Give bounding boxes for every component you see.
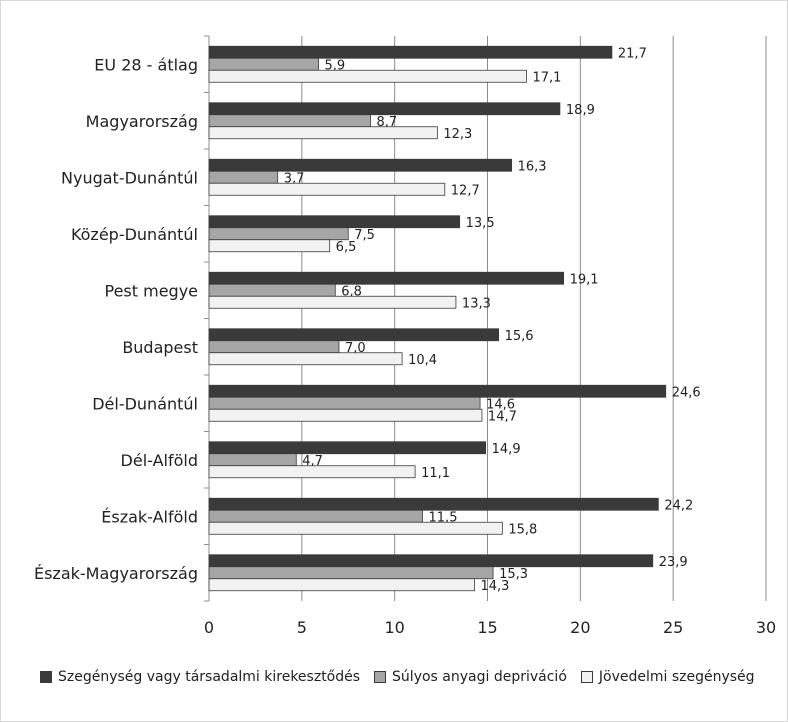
bar: [208, 182, 446, 196]
legend-swatch-1: [374, 671, 387, 683]
category-label: Dél-Alföld: [121, 451, 198, 470]
data-label: 17,1: [532, 70, 561, 85]
bar: [208, 295, 457, 309]
data-label: 14,7: [488, 409, 517, 424]
category-label: Nyugat-Dunántúl: [61, 168, 198, 187]
legend-label-0: Szegénység vagy társadalmi kirekesztődés: [58, 669, 361, 685]
data-label: 13,5: [466, 216, 495, 231]
bar: [208, 465, 416, 479]
data-label: 21,7: [618, 46, 647, 61]
x-tick-label: 5: [297, 618, 307, 637]
legend-swatch-2: [580, 671, 593, 683]
bar: [208, 453, 297, 467]
data-label: 15,8: [508, 522, 537, 537]
data-label: 23,9: [659, 555, 688, 570]
bar: [208, 158, 513, 172]
data-label: 6,5: [336, 240, 357, 255]
bar: [208, 170, 279, 184]
x-tick-label: 10: [384, 618, 404, 637]
data-label: 24,2: [664, 498, 693, 513]
legend: Szegénység vagy társadalmi kirekesztődés…: [40, 665, 780, 689]
data-label: 10,4: [408, 353, 437, 368]
data-label: 7,0: [345, 341, 366, 356]
category-label: Budapest: [122, 338, 198, 357]
legend-item-0: Szegénység vagy társadalmi kirekesztődés: [40, 669, 360, 685]
bar: [208, 69, 527, 83]
data-label: 3,7: [284, 171, 305, 186]
x-tick-label: 30: [756, 618, 776, 637]
x-tick-label: 15: [477, 618, 497, 637]
bar: [208, 271, 565, 285]
data-label: 12,3: [443, 127, 472, 142]
data-label: 14,3: [481, 579, 510, 594]
bar: [208, 126, 438, 140]
bar: [208, 283, 336, 297]
bar: [208, 554, 654, 568]
x-tick-label: 0: [204, 618, 214, 637]
bar: [208, 227, 349, 241]
data-label: 5,9: [325, 58, 346, 73]
data-label: 4,7: [302, 454, 323, 469]
category-label: Dél-Dunántúl: [92, 394, 198, 413]
legend-label-1: Súlyos anyagi depriváció: [392, 669, 567, 685]
data-label: 12,7: [451, 183, 480, 198]
legend-swatch-0: [40, 671, 52, 683]
bar: [208, 408, 483, 422]
bar: [208, 239, 331, 253]
data-label: 16,3: [518, 159, 547, 174]
x-tick-label: 20: [570, 618, 590, 637]
data-label: 18,9: [566, 103, 595, 118]
bar: [208, 396, 481, 410]
bar: [208, 340, 340, 354]
bar: [208, 578, 475, 592]
bar: [208, 45, 613, 59]
legend-label-2: Jövedelmi szegénység: [598, 669, 755, 685]
category-label: Magyarország: [86, 112, 198, 131]
legend-item-1: Súlyos anyagi depriváció: [374, 669, 567, 685]
data-label: 11,5: [429, 510, 458, 525]
bar: [208, 57, 319, 71]
bar: [208, 521, 503, 535]
bar: [208, 384, 667, 398]
bar: [208, 352, 403, 366]
bar: [208, 114, 371, 128]
category-label: Észak-Magyarország: [34, 564, 198, 583]
category-label: EU 28 - átlag: [94, 55, 198, 74]
data-label: 14,9: [492, 442, 521, 457]
data-label: 13,3: [462, 296, 491, 311]
data-label: 6,8: [341, 284, 362, 299]
x-tick-label: 25: [663, 618, 683, 637]
bar: [208, 441, 487, 455]
legend-item-2: Jövedelmi szegénység: [580, 669, 755, 685]
bar: [208, 102, 561, 116]
data-label: 24,6: [672, 385, 701, 400]
data-label: 8,7: [377, 115, 398, 130]
category-label: Közép-Dunántúl: [71, 225, 198, 244]
bar: [208, 497, 659, 511]
bar: [208, 566, 494, 580]
bar: [208, 509, 423, 523]
data-label: 19,1: [570, 272, 599, 287]
data-label: 15,3: [499, 567, 528, 582]
data-label: 15,6: [505, 329, 534, 344]
data-label: 11,1: [421, 466, 450, 481]
data-label: 14,6: [486, 397, 515, 412]
category-label: Pest megye: [104, 281, 198, 300]
category-label: Észak-Alföld: [101, 507, 198, 526]
bar: [208, 215, 461, 229]
data-label: 7,5: [354, 228, 375, 243]
bar: [208, 328, 500, 342]
